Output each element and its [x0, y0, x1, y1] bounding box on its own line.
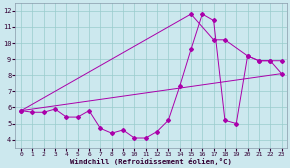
X-axis label: Windchill (Refroidissement éolien,°C): Windchill (Refroidissement éolien,°C) — [70, 158, 232, 165]
